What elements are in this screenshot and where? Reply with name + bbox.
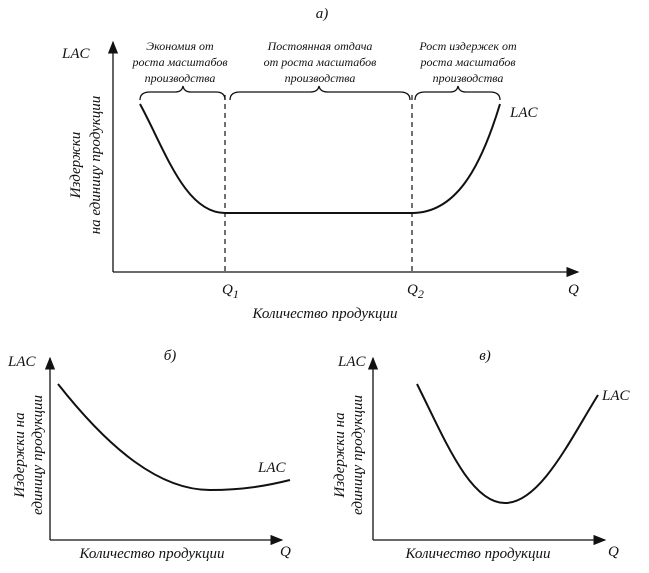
- curve-label: LAC: [601, 388, 631, 404]
- panel-label: а): [316, 6, 329, 22]
- brace: [414, 85, 501, 101]
- lac-curve: [416, 383, 599, 505]
- curve-label: LAC: [509, 105, 539, 121]
- tick-sub: 2: [418, 287, 424, 301]
- tick-main: Q: [407, 282, 418, 298]
- y-title-line: единицу продукции: [350, 395, 366, 515]
- x-title: Количество продукции: [78, 546, 224, 562]
- y-axis-label: LAC: [61, 46, 91, 62]
- brace: [229, 85, 411, 101]
- y-title: Издержки на единицу продукции: [332, 395, 366, 515]
- y-title-line: Издержки: [68, 132, 84, 200]
- region-text: производства: [285, 71, 356, 85]
- region-text: Постоянная отдача: [267, 39, 373, 53]
- y-title-line: Издержки на: [332, 412, 348, 498]
- lac-curve: [139, 103, 501, 214]
- brace: [139, 85, 226, 101]
- lac-curve: [57, 383, 291, 492]
- tick-sub: 1: [233, 287, 239, 301]
- x-title: Количество продукции: [404, 546, 550, 562]
- x-title: Количество продукции: [251, 306, 397, 322]
- x-tick: Q2: [407, 282, 424, 301]
- panel-c: в) LAC Издержки на единицу продукции LAC…: [332, 348, 631, 562]
- x-axis-label: Q: [280, 544, 291, 560]
- y-axis-label: LAC: [337, 354, 367, 370]
- curve-label: LAC: [257, 460, 287, 476]
- y-title-line: Издержки на: [12, 412, 28, 498]
- region-text: Экономия от: [146, 39, 214, 53]
- panel-label: в): [479, 348, 491, 364]
- region-text: роста масштабов: [419, 55, 515, 69]
- panel-b: б) LAC Издержки на единицу продукции LAC…: [7, 348, 291, 562]
- y-title: Издержки на единицу продукции: [68, 96, 104, 235]
- x-axis-label: Q: [568, 282, 579, 298]
- y-axis-label: LAC: [7, 354, 37, 370]
- y-title: Издержки на единицу продукции: [12, 395, 46, 515]
- region-text: роста масштабов: [131, 55, 227, 69]
- panel-label: б): [164, 348, 177, 364]
- region-text: производства: [433, 71, 504, 85]
- panel-a: а) LAC Издержки на единицу продукции Эко…: [61, 6, 580, 322]
- y-title-line: на единицу продукции: [88, 96, 104, 235]
- tick-main: Q: [222, 282, 233, 298]
- x-tick: Q1: [222, 282, 239, 301]
- region-text: от роста масштабов: [264, 55, 377, 69]
- region-text: производства: [145, 71, 216, 85]
- x-axis-label: Q: [608, 544, 619, 560]
- region-text: Рост издержек от: [418, 39, 517, 53]
- y-title-line: единицу продукции: [30, 395, 46, 515]
